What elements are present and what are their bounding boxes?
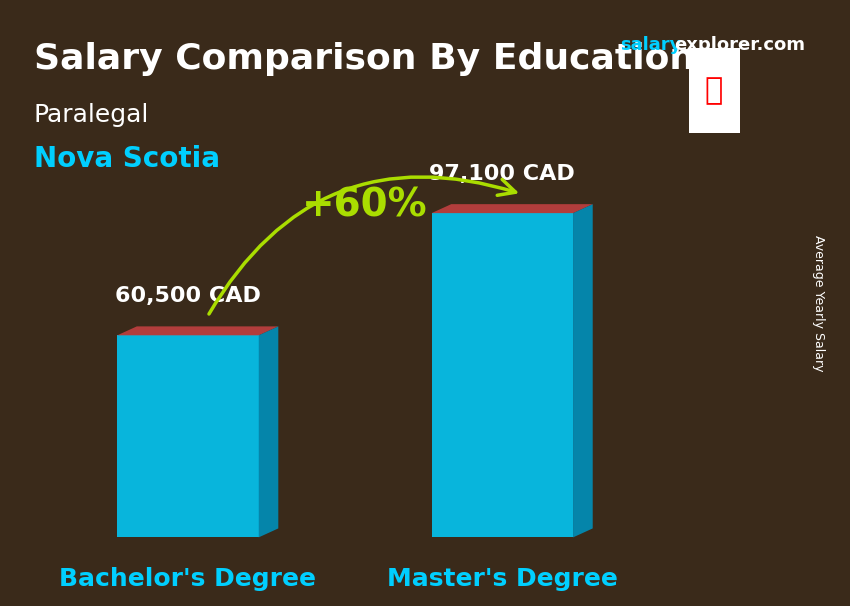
Polygon shape — [117, 327, 278, 335]
Text: explorer.com: explorer.com — [674, 36, 805, 55]
Text: 🍁: 🍁 — [705, 76, 723, 105]
Polygon shape — [432, 204, 592, 213]
Text: Bachelor's Degree: Bachelor's Degree — [60, 567, 316, 591]
FancyArrowPatch shape — [209, 177, 516, 314]
Text: Master's Degree: Master's Degree — [387, 567, 618, 591]
Polygon shape — [432, 213, 573, 538]
Text: 60,500 CAD: 60,500 CAD — [115, 287, 261, 307]
Text: Paralegal: Paralegal — [34, 103, 150, 127]
Text: +60%: +60% — [302, 187, 428, 224]
Text: 97,100 CAD: 97,100 CAD — [429, 164, 575, 184]
Polygon shape — [688, 48, 740, 133]
Text: Salary Comparison By Education: Salary Comparison By Education — [34, 42, 695, 76]
Text: Nova Scotia: Nova Scotia — [34, 145, 220, 173]
Polygon shape — [573, 204, 592, 538]
Polygon shape — [117, 335, 258, 538]
Text: salary: salary — [620, 36, 682, 55]
Polygon shape — [258, 327, 278, 538]
Text: Average Yearly Salary: Average Yearly Salary — [812, 235, 824, 371]
